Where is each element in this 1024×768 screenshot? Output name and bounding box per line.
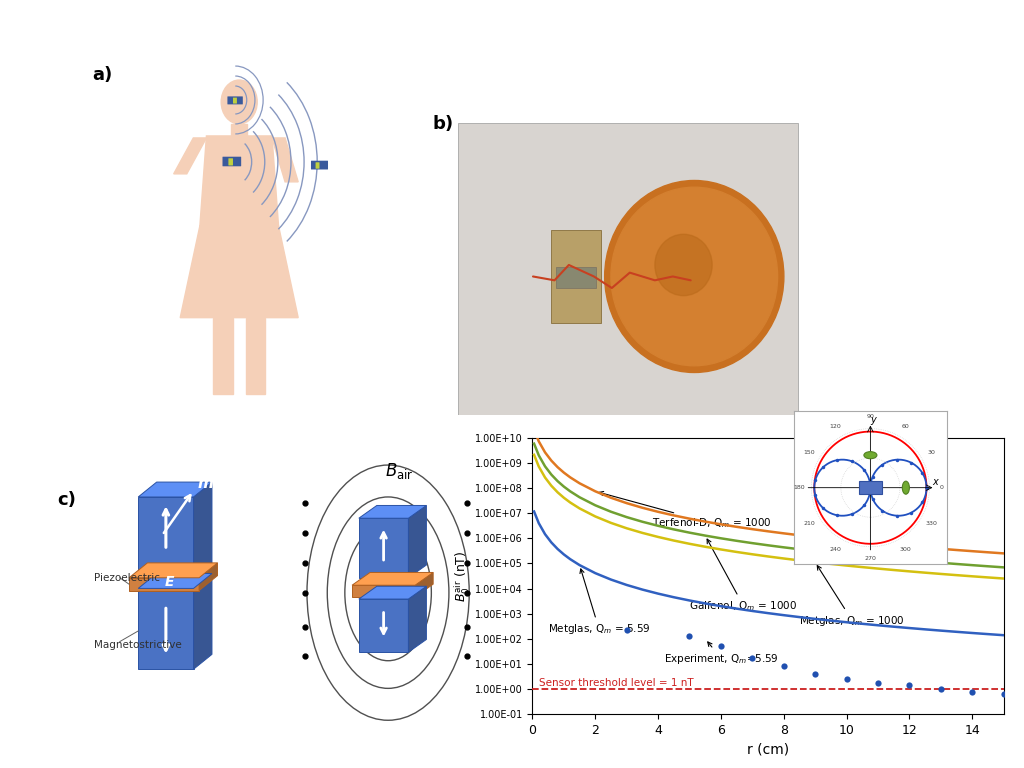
Polygon shape	[129, 563, 217, 578]
FancyBboxPatch shape	[233, 98, 237, 104]
Text: 150: 150	[803, 450, 815, 455]
Circle shape	[604, 180, 784, 372]
FancyBboxPatch shape	[315, 162, 319, 169]
Ellipse shape	[902, 482, 909, 494]
Polygon shape	[246, 318, 265, 393]
Text: 330: 330	[926, 521, 938, 525]
FancyBboxPatch shape	[859, 482, 882, 494]
Text: Sensor threshold level = 1 nT: Sensor threshold level = 1 nT	[539, 678, 693, 688]
Polygon shape	[409, 505, 426, 578]
Ellipse shape	[864, 452, 877, 458]
Text: 180: 180	[794, 485, 805, 490]
Y-axis label: $B_0^{\rm air}$ (nT): $B_0^{\rm air}$ (nT)	[453, 551, 472, 601]
Text: 90: 90	[866, 414, 874, 419]
Text: Metglas, Q$_{m}$ = 1000: Metglas, Q$_{m}$ = 1000	[800, 565, 905, 627]
FancyBboxPatch shape	[556, 267, 596, 287]
Polygon shape	[358, 518, 409, 578]
Text: 300: 300	[900, 547, 911, 551]
Text: c): c)	[57, 491, 76, 508]
FancyBboxPatch shape	[551, 230, 601, 323]
Text: E: E	[165, 575, 174, 589]
Circle shape	[611, 187, 777, 366]
Text: x: x	[933, 477, 938, 487]
Polygon shape	[200, 136, 279, 226]
FancyBboxPatch shape	[458, 123, 799, 415]
Polygon shape	[138, 574, 212, 588]
Polygon shape	[194, 482, 212, 578]
Polygon shape	[194, 574, 212, 669]
Text: Terfenol-D, Q$_{m}$ = 1000: Terfenol-D, Q$_{m}$ = 1000	[599, 492, 772, 530]
Text: Experiment, Q$_{m}$=5.59: Experiment, Q$_{m}$=5.59	[665, 642, 779, 666]
Text: Metglas, Q$_{m}$ = 5.59: Metglas, Q$_{m}$ = 5.59	[548, 569, 650, 637]
Text: a): a)	[92, 66, 112, 84]
Circle shape	[221, 80, 257, 124]
Polygon shape	[129, 578, 199, 591]
Text: y: y	[870, 415, 877, 425]
FancyBboxPatch shape	[311, 161, 328, 170]
Text: b): b)	[432, 115, 454, 133]
Text: 270: 270	[864, 556, 877, 561]
Circle shape	[655, 234, 713, 296]
FancyBboxPatch shape	[227, 97, 243, 104]
Polygon shape	[138, 497, 194, 578]
Text: 120: 120	[829, 424, 841, 429]
Text: B$_{\rm air}$: B$_{\rm air}$	[385, 462, 414, 482]
Polygon shape	[199, 563, 217, 591]
Text: 240: 240	[829, 547, 841, 551]
Polygon shape	[213, 318, 232, 393]
Text: Galfenol, Q$_{m}$ = 1000: Galfenol, Q$_{m}$ = 1000	[689, 539, 798, 613]
Text: m: m	[198, 476, 213, 492]
Text: 60: 60	[902, 424, 909, 429]
Polygon shape	[272, 138, 298, 182]
Polygon shape	[352, 572, 433, 585]
X-axis label: r (cm): r (cm)	[746, 743, 790, 756]
Text: 0: 0	[939, 485, 943, 490]
Polygon shape	[352, 585, 415, 597]
Polygon shape	[138, 482, 212, 497]
Polygon shape	[409, 586, 426, 652]
Text: 210: 210	[803, 521, 815, 525]
FancyBboxPatch shape	[222, 157, 242, 167]
Polygon shape	[358, 505, 426, 518]
Polygon shape	[180, 226, 298, 318]
Polygon shape	[358, 599, 409, 652]
Polygon shape	[138, 588, 194, 669]
Polygon shape	[358, 586, 426, 599]
FancyBboxPatch shape	[228, 158, 233, 165]
Text: 30: 30	[928, 450, 936, 455]
Polygon shape	[231, 124, 248, 136]
Text: Magnetostrictive: Magnetostrictive	[94, 640, 181, 650]
Polygon shape	[415, 572, 433, 597]
Text: Piezoelectric: Piezoelectric	[94, 573, 160, 583]
Polygon shape	[174, 138, 207, 174]
